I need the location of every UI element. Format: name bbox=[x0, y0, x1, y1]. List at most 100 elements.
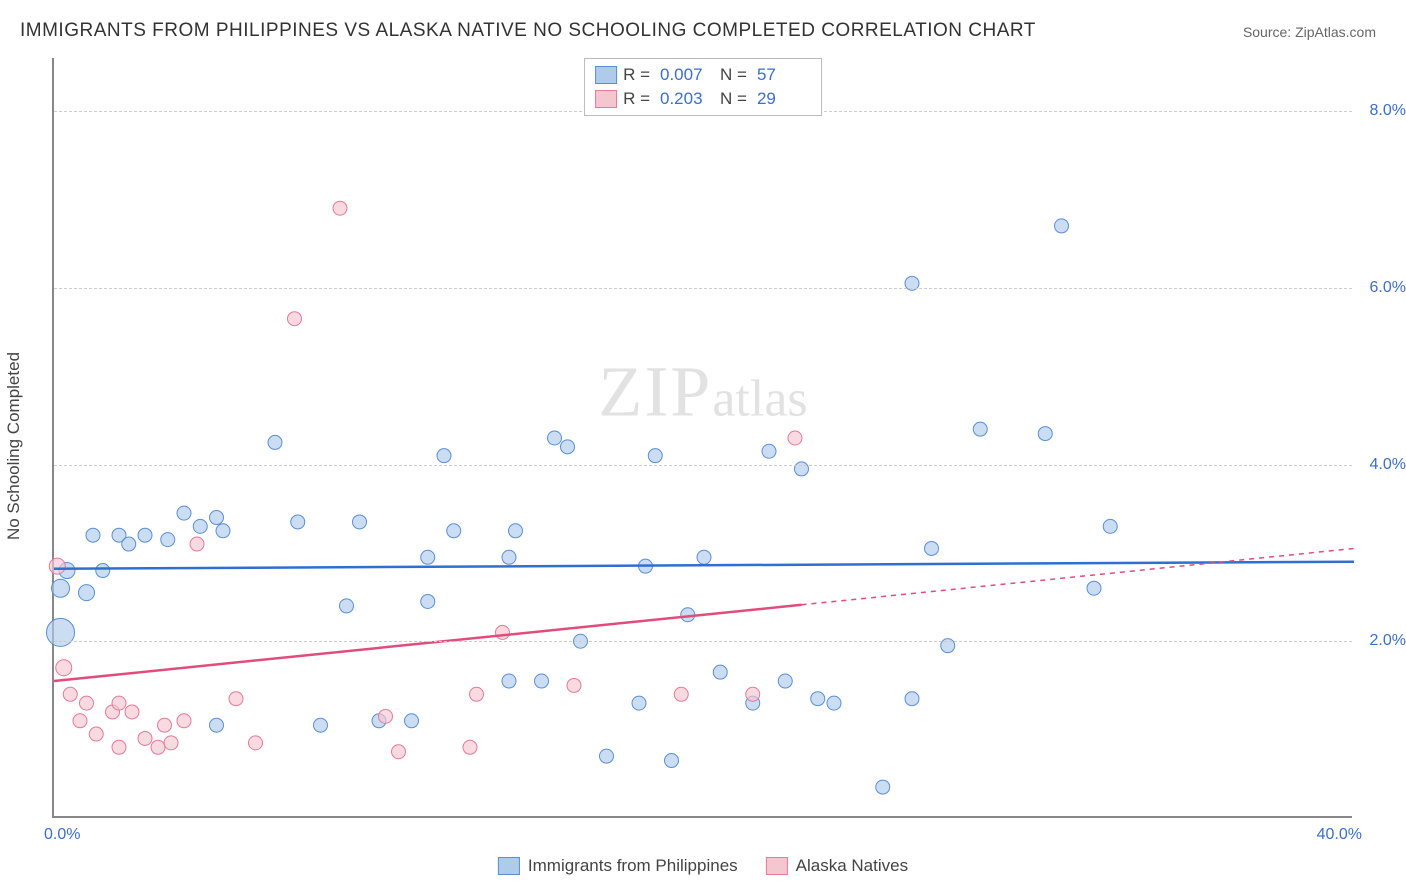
data-point bbox=[229, 692, 243, 706]
data-point bbox=[665, 754, 679, 768]
data-point bbox=[89, 727, 103, 741]
legend-n-value: 57 bbox=[757, 65, 811, 85]
data-point bbox=[210, 718, 224, 732]
data-point bbox=[548, 431, 562, 445]
y-tick: 4.0% bbox=[1370, 456, 1406, 474]
data-point bbox=[112, 740, 126, 754]
data-point bbox=[86, 528, 100, 542]
data-point bbox=[648, 449, 662, 463]
data-point bbox=[788, 431, 802, 445]
legend-stat-row: R = 0.007 N = 57 bbox=[595, 63, 811, 87]
legend-item: Immigrants from Philippines bbox=[498, 856, 738, 876]
data-point bbox=[340, 599, 354, 613]
data-point bbox=[333, 201, 347, 215]
legend-stat-row: R =0.203N =29 bbox=[595, 87, 811, 111]
y-tick: 8.0% bbox=[1370, 102, 1406, 120]
gridline bbox=[54, 465, 1352, 466]
data-point bbox=[158, 718, 172, 732]
data-point bbox=[509, 524, 523, 538]
data-point bbox=[470, 687, 484, 701]
data-point bbox=[973, 422, 987, 436]
data-point bbox=[502, 550, 516, 564]
data-point bbox=[73, 714, 87, 728]
data-point bbox=[288, 312, 302, 326]
data-point bbox=[421, 550, 435, 564]
data-point bbox=[1087, 581, 1101, 595]
data-point bbox=[112, 696, 126, 710]
source-label: Source: ZipAtlas.com bbox=[1243, 24, 1376, 40]
legend-r-value: 0.007 bbox=[660, 65, 714, 85]
legend-r-label: R = bbox=[623, 89, 650, 109]
legend-stats: R =0.007N =57R =0.203N =29 bbox=[584, 58, 822, 116]
data-point bbox=[268, 435, 282, 449]
data-point bbox=[762, 444, 776, 458]
data-point bbox=[392, 745, 406, 759]
data-point bbox=[177, 506, 191, 520]
data-point bbox=[249, 736, 263, 750]
legend-swatch bbox=[498, 857, 520, 875]
data-point bbox=[151, 740, 165, 754]
data-point bbox=[177, 714, 191, 728]
data-point bbox=[1055, 219, 1069, 233]
data-point bbox=[713, 665, 727, 679]
legend-n-label: N = bbox=[720, 89, 747, 109]
data-point bbox=[291, 515, 305, 529]
data-point bbox=[190, 537, 204, 551]
plot-area: ZIPatlas 0.0% 40.0% 2.0%4.0%6.0%8.0% bbox=[52, 58, 1352, 818]
data-point bbox=[632, 696, 646, 710]
scatter-svg bbox=[54, 58, 1352, 816]
data-point bbox=[210, 511, 224, 525]
data-point bbox=[778, 674, 792, 688]
legend-swatch bbox=[595, 90, 617, 108]
data-point bbox=[49, 558, 65, 574]
data-point bbox=[827, 696, 841, 710]
trend-line bbox=[54, 605, 802, 681]
data-point bbox=[138, 528, 152, 542]
data-point bbox=[905, 692, 919, 706]
y-axis-label: No Schooling Completed bbox=[4, 352, 24, 540]
legend-item: Alaska Natives bbox=[766, 856, 908, 876]
data-point bbox=[52, 579, 70, 597]
data-point bbox=[421, 594, 435, 608]
data-point bbox=[164, 736, 178, 750]
chart-title: IMMIGRANTS FROM PHILIPPINES VS ALASKA NA… bbox=[20, 20, 1036, 42]
data-point bbox=[463, 740, 477, 754]
data-point bbox=[447, 524, 461, 538]
data-point bbox=[925, 541, 939, 555]
y-tick: 2.0% bbox=[1370, 632, 1406, 650]
data-point bbox=[600, 749, 614, 763]
data-point bbox=[80, 696, 94, 710]
data-point bbox=[56, 660, 72, 676]
data-point bbox=[437, 449, 451, 463]
data-point bbox=[746, 687, 760, 701]
data-point bbox=[697, 550, 711, 564]
legend-r-value: 0.203 bbox=[660, 89, 714, 109]
x-tick-max: 40.0% bbox=[1317, 826, 1362, 844]
data-point bbox=[125, 705, 139, 719]
legend-r-label: R = bbox=[623, 65, 650, 85]
data-point bbox=[1103, 519, 1117, 533]
x-tick-min: 0.0% bbox=[44, 826, 80, 844]
data-point bbox=[561, 440, 575, 454]
gridline bbox=[54, 641, 1352, 642]
data-point bbox=[502, 674, 516, 688]
data-point bbox=[496, 625, 510, 639]
data-point bbox=[63, 687, 77, 701]
data-point bbox=[405, 714, 419, 728]
trend-line-dashed bbox=[802, 548, 1355, 604]
data-point bbox=[674, 687, 688, 701]
data-point bbox=[161, 533, 175, 547]
data-point bbox=[138, 731, 152, 745]
legend-swatch bbox=[595, 66, 617, 84]
data-point bbox=[1038, 427, 1052, 441]
gridline bbox=[54, 288, 1352, 289]
legend-label: Immigrants from Philippines bbox=[528, 856, 738, 876]
data-point bbox=[122, 537, 136, 551]
legend-series: Immigrants from Philippines Alaska Native… bbox=[498, 856, 908, 876]
data-point bbox=[314, 718, 328, 732]
data-point bbox=[811, 692, 825, 706]
data-point bbox=[876, 780, 890, 794]
legend-n-label: N = bbox=[720, 65, 747, 85]
data-point bbox=[353, 515, 367, 529]
data-point bbox=[535, 674, 549, 688]
